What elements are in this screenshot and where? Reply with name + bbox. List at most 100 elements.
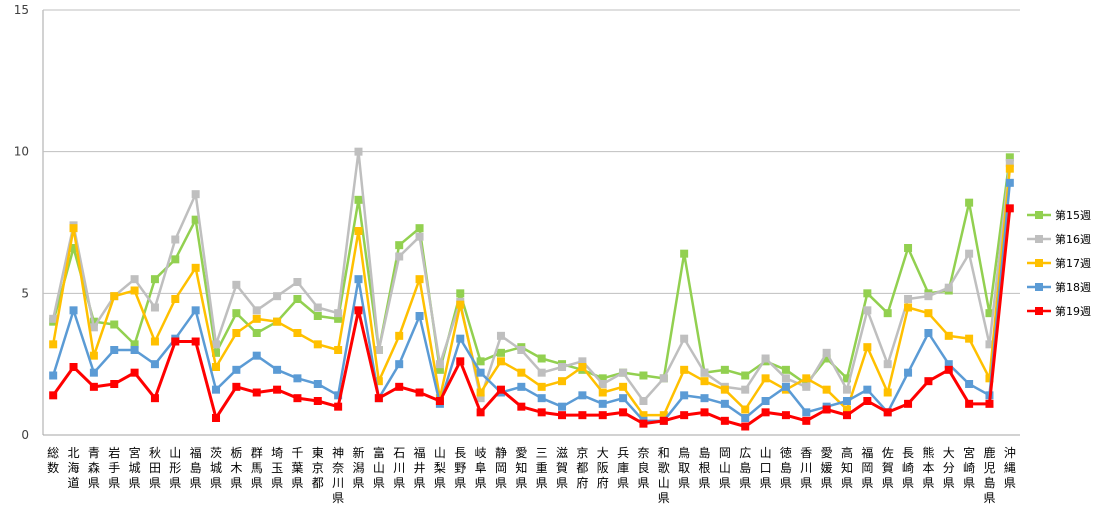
data-point: [1005, 178, 1014, 187]
x-tick-label: 京都府: [576, 446, 588, 490]
data-point: [680, 334, 689, 343]
data-point: [395, 241, 404, 250]
data-point: [944, 360, 953, 369]
data-point: [496, 348, 505, 357]
x-tick-label: 山形県: [169, 446, 181, 490]
data-point: [659, 416, 668, 425]
data-point: [69, 244, 78, 252]
data-point: [252, 329, 261, 337]
x-axis-ticks: 総数北海道青森県岩手県宮城県秋田県山形県福島県茨城県栃木県群馬県埼玉県千葉県東京…: [47, 445, 1016, 505]
data-point: [415, 232, 424, 241]
data-point: [89, 368, 98, 377]
data-point: [883, 408, 892, 417]
data-point: [904, 399, 913, 408]
x-tick-label: 佐賀県: [882, 446, 894, 490]
data-point: [395, 382, 404, 391]
data-point: [191, 190, 200, 199]
data-point: [720, 416, 729, 425]
data-point: [741, 405, 750, 414]
legend-marker: [1035, 211, 1043, 219]
data-point: [517, 346, 526, 354]
data-point: [374, 394, 383, 403]
data-point: [924, 292, 933, 301]
data-point: [110, 320, 119, 329]
data-point: [965, 334, 974, 343]
data-point: [130, 286, 139, 295]
data-point: [924, 329, 933, 337]
data-point: [965, 198, 974, 207]
series-line: [51, 157, 1012, 386]
legend-marker: [1035, 283, 1043, 291]
data-point: [842, 397, 851, 405]
data-point: [822, 405, 831, 414]
data-point: [842, 411, 851, 420]
data-point: [598, 388, 607, 397]
data-point: [700, 408, 709, 417]
data-point: [802, 408, 811, 417]
data-point: [517, 382, 526, 391]
data-point: [537, 368, 546, 377]
data-point: [232, 382, 241, 391]
x-tick-label: 島根県: [699, 445, 711, 490]
data-point: [415, 388, 424, 397]
x-tick-label: 東京都: [312, 446, 324, 490]
data-point: [273, 292, 282, 301]
x-tick-label: 北海道: [68, 446, 80, 490]
data-point: [334, 402, 343, 411]
data-point: [517, 368, 526, 377]
x-tick-label: 静岡県: [495, 446, 507, 490]
data-point: [415, 224, 424, 233]
series-4: [49, 178, 1014, 425]
x-tick-label: 熊本県: [922, 445, 934, 490]
y-tick-label: 15: [14, 3, 29, 17]
x-tick-label: 兵庫県: [617, 446, 629, 490]
x-tick-label: 青森県: [88, 446, 100, 490]
series-2: [49, 147, 1014, 405]
data-point: [985, 309, 994, 318]
data-point: [334, 314, 343, 323]
legend-item: 第16週: [1027, 232, 1091, 246]
data-point: [334, 391, 343, 400]
x-tick-label: 新潟県: [352, 445, 364, 490]
data-point: [781, 411, 790, 420]
data-point: [842, 405, 851, 414]
x-tick-label: 宮城県: [129, 445, 141, 490]
x-tick-label: 総数: [47, 446, 59, 475]
data-point: [212, 363, 221, 371]
y-tick-label: 5: [21, 286, 29, 300]
data-point: [435, 397, 444, 405]
data-point: [354, 195, 363, 204]
data-point: [558, 411, 567, 420]
x-tick-label: 富山県: [373, 445, 385, 490]
data-point: [313, 397, 322, 405]
data-point: [150, 303, 159, 312]
data-point: [965, 380, 974, 388]
x-tick-label: 三重県: [536, 446, 548, 490]
data-point: [456, 357, 465, 366]
data-point: [130, 275, 139, 284]
data-point: [863, 289, 872, 298]
data-point: [842, 385, 851, 394]
data-point: [252, 306, 261, 315]
data-point: [883, 360, 892, 369]
x-tick-label: 岐阜県: [475, 446, 487, 490]
data-point: [171, 235, 180, 244]
data-point: [354, 147, 363, 156]
data-point: [598, 374, 607, 383]
x-tick-label: 滋賀県: [556, 446, 568, 490]
data-point: [232, 365, 241, 374]
data-point: [476, 357, 485, 366]
data-point: [354, 275, 363, 284]
data-point: [700, 394, 709, 403]
data-point: [49, 371, 58, 380]
legend-item: 第18週: [1027, 280, 1091, 294]
data-point: [578, 411, 587, 420]
data-point: [680, 391, 689, 400]
data-point: [476, 394, 485, 403]
data-point: [293, 394, 302, 403]
x-tick-label: 秋田県: [149, 446, 161, 490]
data-point: [171, 255, 180, 264]
data-point: [904, 368, 913, 377]
